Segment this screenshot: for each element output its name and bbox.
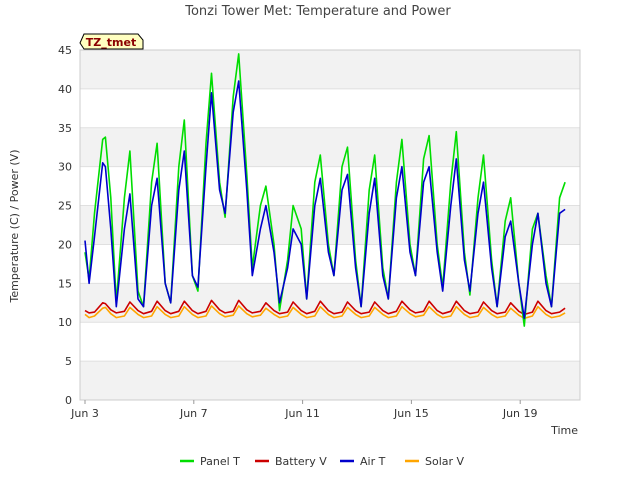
y-tick-label: 40 [58,83,72,96]
y-tick-label: 0 [65,394,72,407]
x-tick-label: Jun 15 [393,407,429,420]
plot-band [80,127,580,167]
x-tick-label: Jun 19 [502,407,538,420]
y-axis-label: Temperature (C) / Power (V) [8,149,21,303]
site-tag-label: TZ_tmet [86,36,136,49]
series-line-solar-v [84,305,566,320]
series-line-battery-v [84,299,566,316]
y-tick-label: 15 [58,277,72,290]
y-axis-ticks: 0 5 10 15 20 25 30 35 40 45 [58,44,72,407]
plot-band [80,50,580,89]
plot-band [80,361,580,400]
y-tick-label: 10 [58,316,72,329]
site-tag: TZ_tmet [79,33,144,50]
legend-label: Panel T [200,455,240,468]
legend-item-solar-v: Solar V [405,455,465,468]
x-tick-label: Jun 11 [284,407,320,420]
y-tick-label: 45 [58,44,72,57]
plot-band [80,322,580,362]
legend: Panel T Battery V Air T Solar V [180,455,465,468]
y-tick-label: 20 [58,238,72,251]
legend-item-battery-v: Battery V [255,455,327,468]
y-tick-label: 25 [58,200,72,213]
chart-title: Tonzi Tower Met: Temperature and Power [184,4,451,19]
series-line-panel-t [84,53,566,327]
x-axis-label: Time [550,424,578,437]
plot-background [80,50,580,400]
site-tag-box [79,33,144,50]
y-tick-label: 30 [58,161,72,174]
legend-label: Air T [360,455,386,468]
legend-item-panel-t: Panel T [180,455,240,468]
plot-band [80,88,580,128]
plot-band [80,166,580,206]
legend-label: Battery V [275,455,327,468]
legend-item-air-t: Air T [340,455,386,468]
series-line-air-t [84,80,566,320]
x-tick-label: Jun 3 [70,407,99,420]
y-tick-label: 5 [65,355,72,368]
x-tick-label: Jun 7 [179,407,208,420]
x-axis-ticks: Jun 3 Jun 7 Jun 11 Jun 15 Jun 19 [70,400,538,420]
legend-label: Solar V [425,455,465,468]
plot-frame [79,49,581,401]
series-layer [84,53,566,327]
y-tick-label: 35 [58,122,72,135]
